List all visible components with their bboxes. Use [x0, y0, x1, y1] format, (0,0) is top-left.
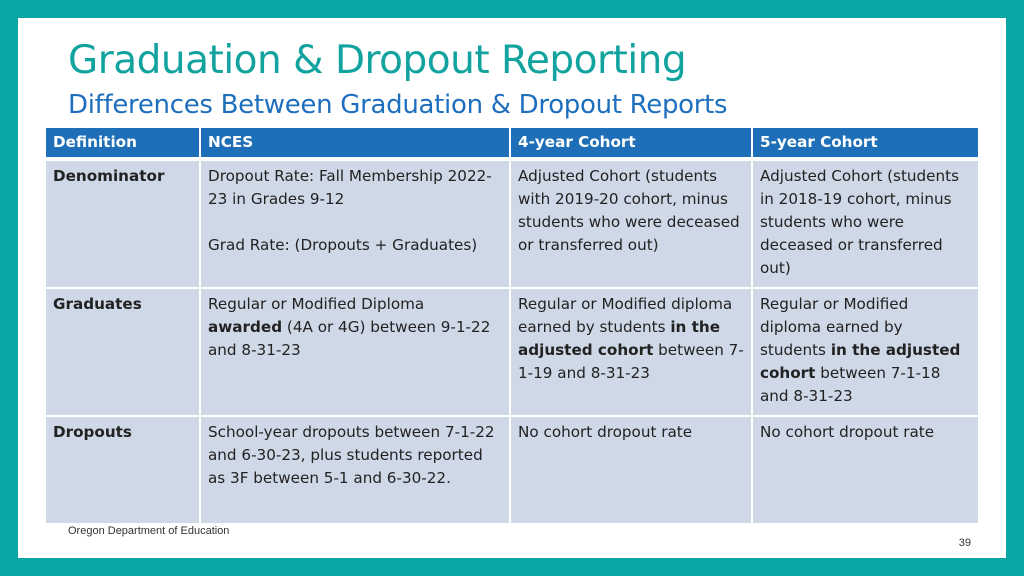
column-header-definition: Definition	[46, 128, 201, 159]
slide-title: Graduation & Dropout Reporting	[68, 38, 687, 83]
column-header-nces: NCES	[200, 128, 511, 159]
nces-denominator-grad-rate: Grad Rate: (Dropouts + Graduates)	[208, 236, 478, 254]
cohort4-graduates-bold: in the adjusted cohort	[518, 318, 721, 359]
cell-4-year-graduates: Regular or Modified diploma earned by st…	[510, 287, 753, 416]
cell-nces-denominator: Dropout Rate: Fall Membership 2022-23 in…	[200, 157, 511, 288]
row-label-graduates: Graduates	[46, 287, 201, 416]
column-header-4-year-cohort: 4-year Cohort	[510, 128, 753, 159]
slide-subtitle: Differences Between Graduation & Dropout…	[68, 90, 728, 120]
cell-5-year-dropouts: No cohort dropout rate	[752, 415, 978, 523]
cohort4-graduates-text-end: between 7-1-19 and 8-31-23	[518, 341, 744, 382]
cohort4-graduates-text: Regular or Modified diploma earned by st…	[518, 295, 733, 336]
cohort5-graduates-bold: in the adjusted cohort	[760, 341, 961, 382]
row-label-denominator: Denominator	[46, 157, 201, 288]
comparison-table: Definition NCES 4-year Cohort 5-year Coh…	[46, 128, 978, 523]
cell-4-year-dropouts: No cohort dropout rate	[510, 415, 753, 523]
page-number: 39	[958, 537, 971, 549]
nces-graduates-text: Regular or Modified Diploma	[208, 295, 425, 313]
column-header-5-year-cohort: 5-year Cohort	[752, 128, 978, 159]
cohort5-graduates-text-end: between 7-1-18 and 8-31-23	[760, 364, 941, 405]
cell-nces-graduates: Regular or Modified Diploma awarded (4A …	[200, 287, 511, 416]
footer-organization: Oregon Department of Education	[68, 525, 230, 537]
cell-nces-dropouts: School-year dropouts between 7-1-22 and …	[200, 415, 511, 523]
nces-graduates-bold: awarded	[208, 318, 283, 336]
nces-graduates-text-end: (4A or 4G) between 9-1-22 and 8-31-23	[208, 318, 491, 359]
cohort5-graduates-text: Regular or Modified diploma earned by st…	[760, 295, 909, 359]
cell-4-year-denominator: Adjusted Cohort (students with 2019-20 c…	[510, 157, 753, 288]
table-header-row: Definition NCES 4-year Cohort 5-year Coh…	[46, 128, 978, 159]
cell-5-year-denominator: Adjusted Cohort (students in 2018-19 coh…	[752, 157, 978, 288]
row-label-dropouts: Dropouts	[46, 415, 201, 523]
cell-5-year-graduates: Regular or Modified diploma earned by st…	[752, 287, 978, 416]
table-row-dropouts: Dropouts School-year dropouts between 7-…	[46, 415, 978, 523]
slide: Graduation & Dropout Reporting Differenc…	[18, 18, 1006, 558]
nces-denominator-dropout-rate: Dropout Rate: Fall Membership 2022-23 in…	[208, 167, 492, 208]
table-row-denominator: Denominator Dropout Rate: Fall Membershi…	[46, 157, 978, 288]
table-row-graduates: Graduates Regular or Modified Diploma aw…	[46, 287, 978, 416]
